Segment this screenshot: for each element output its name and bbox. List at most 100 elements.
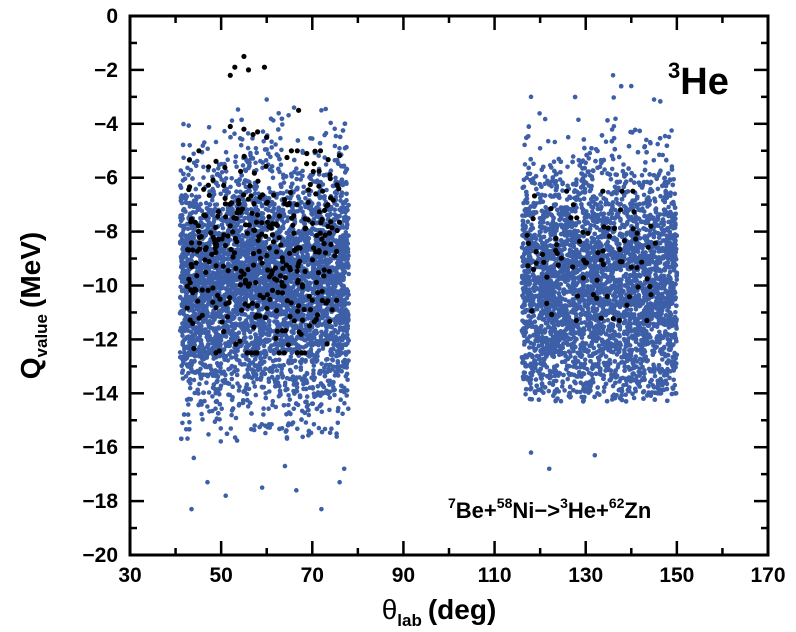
simulation-point [205,320,211,326]
simulation-point [311,422,317,427]
simulation-point [250,243,255,248]
simulation-point [184,239,190,244]
simulation-point [229,376,235,382]
simulation-point [199,411,204,417]
simulation-point [330,273,336,279]
simulation-point [320,383,325,388]
simulation-point [286,402,291,408]
simulation-point [198,201,203,207]
simulation-point [202,294,208,300]
simulation-point [300,434,306,440]
simulation-point [243,345,249,350]
simulation-point [237,316,243,322]
simulation-point [253,332,258,337]
simulation-point [317,140,323,146]
simulation-point [286,113,291,118]
simulation-point [270,175,276,181]
simulation-point [309,358,315,363]
simulation-point [315,384,321,389]
simulation-point [287,367,293,373]
simulation-point [325,356,330,362]
simulation-point [240,218,246,223]
simulation-point [199,208,205,214]
simulation-point [179,288,185,293]
simulation-point [338,254,343,260]
simulation-point [223,353,229,359]
simulation-point [205,146,210,152]
simulation-point [327,430,333,436]
simulation-point [310,401,316,407]
simulation-point [277,156,282,162]
simulation-point [335,373,341,378]
simulation-point [253,363,259,368]
simulation-point [244,382,250,387]
simulation-point [178,213,183,218]
simulation-point [181,412,187,417]
simulation-point [257,365,263,371]
simulation-point [344,388,350,393]
simulation-point [302,239,308,244]
simulation-point [219,406,224,412]
simulation-point [269,374,275,380]
simulation-point [239,240,245,245]
simulation-point [264,337,270,343]
simulation-point [230,194,235,200]
simulation-point [341,248,346,253]
simulation-point [287,397,293,402]
simulation-point [235,368,240,373]
simulation-point [249,411,254,416]
simulation-point [229,363,235,369]
simulation-point [316,241,321,246]
simulation-point [253,160,258,166]
simulation-point [197,381,202,387]
simulation-point [266,262,272,267]
simulation-point [278,304,284,309]
simulation-point [246,386,252,392]
simulation-point [260,129,266,134]
simulation-point [342,235,348,241]
simulation-point [207,409,212,414]
simulation-point [229,337,235,342]
simulation-point [247,329,253,335]
simulation-point [253,392,259,398]
simulation-point [319,361,325,367]
simulation-point [344,218,350,223]
simulation-point [290,181,295,187]
simulation-point [191,232,197,238]
simulation-point [261,343,267,349]
simulation-point [181,312,187,317]
simulation-point [203,372,209,378]
simulation-point [218,342,223,348]
simulation-point [223,341,228,346]
simulation-point [187,385,193,391]
simulation-point [196,194,202,200]
simulation-point [213,368,218,373]
simulation-point [274,152,280,157]
simulation-point [179,232,184,237]
simulation-point [218,365,223,371]
simulation-point [188,301,194,307]
simulation-point [180,370,185,375]
simulation-point [212,315,218,320]
simulation-point [248,335,253,340]
simulation-point [234,438,240,443]
simulation-point [185,436,190,441]
simulation-point [216,411,221,416]
simulation-point [319,429,325,435]
simulation-point [271,301,276,307]
simulation-point [269,145,275,150]
simulation-point [218,191,223,197]
simulation-point [282,323,288,328]
simulation-point [331,379,336,385]
simulation-point [183,374,189,379]
simulation-point [228,426,234,431]
simulation-point [214,272,220,278]
simulation-point [197,370,202,376]
simulation-point [263,430,268,436]
simulation-point [271,118,276,123]
simulation-point [295,194,301,199]
simulation-point [263,391,269,396]
simulation-point [202,140,207,145]
simulation-point [229,118,235,123]
simulation-point [318,257,324,263]
